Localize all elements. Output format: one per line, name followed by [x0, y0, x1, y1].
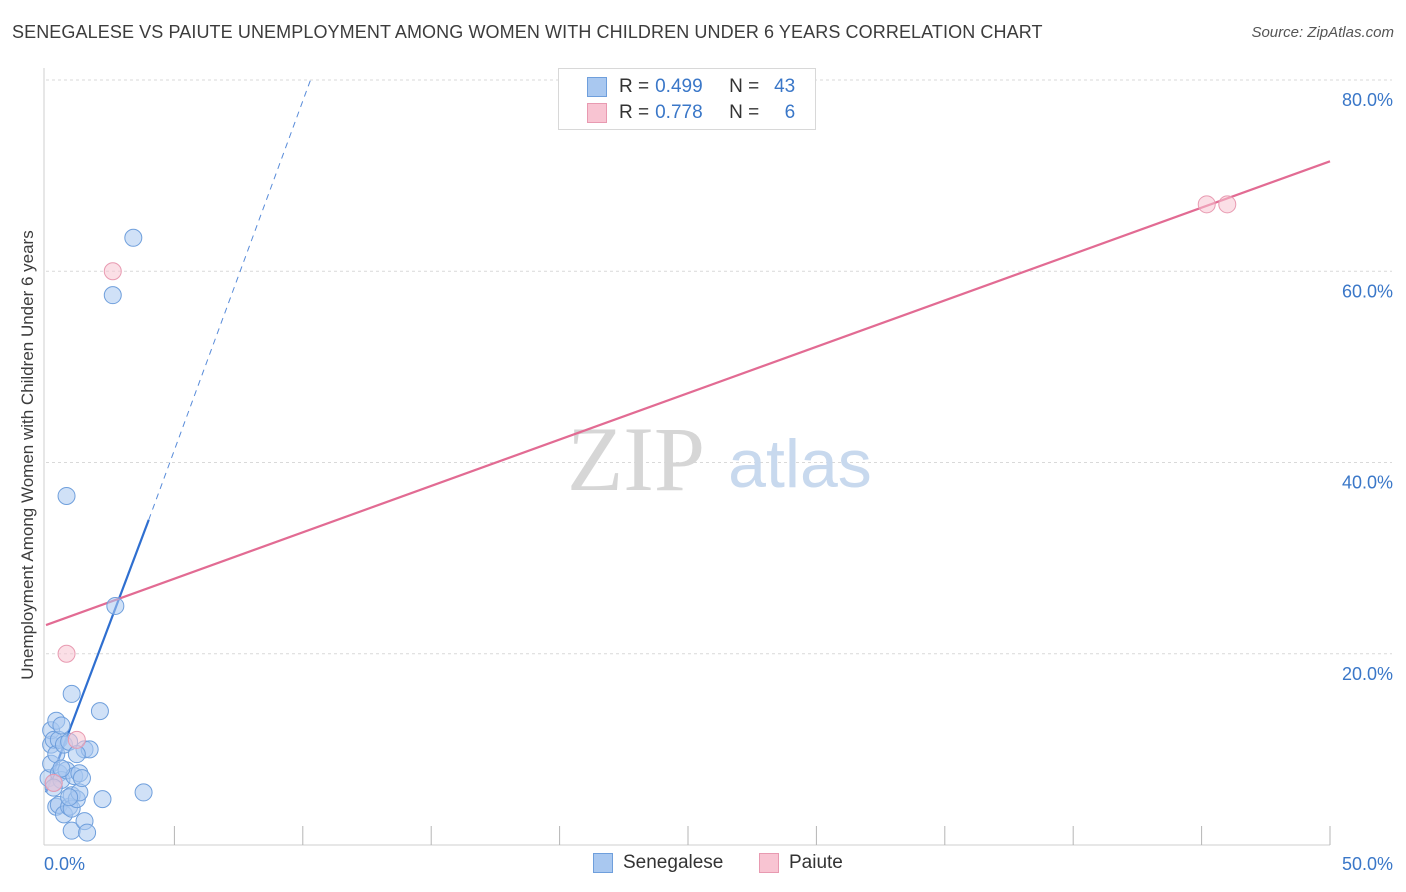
senegalese-point	[52, 759, 71, 778]
paiute-trend-line	[45, 160, 1331, 627]
watermark-atlas: atlas	[728, 426, 872, 502]
senegalese-point	[62, 684, 81, 703]
paiute-point	[44, 773, 63, 792]
paiute-swatch	[587, 103, 607, 123]
legend-r-label: R =	[619, 102, 650, 123]
y-tick-label: 40.0%	[1342, 473, 1393, 493]
senegalese-swatch	[587, 77, 607, 97]
senegalese-point	[60, 788, 79, 807]
source-credit: Source: ZipAtlas.com	[1251, 24, 1394, 41]
legend-n-label: N =	[729, 102, 760, 123]
y-tick-label: 60.0%	[1342, 281, 1393, 301]
paiute-point	[67, 730, 86, 749]
paiute-point	[57, 644, 76, 663]
tick-labels: 20.0% 40.0% 60.0% 80.0% 0.0% 50.0%	[44, 90, 1393, 874]
y-tick-label: 20.0%	[1342, 664, 1393, 684]
paiute-legend-label: Paiute	[789, 852, 843, 873]
senegalese-point	[106, 596, 125, 615]
senegalese-point	[124, 228, 143, 247]
senegalese-legend-swatch	[593, 853, 613, 873]
senegalese-legend-label: Senegalese	[623, 852, 724, 873]
senegalese-point	[93, 790, 112, 809]
senegalese-point	[52, 716, 71, 735]
legend-row-senegalese: R = 0.499 N = 43	[587, 75, 795, 99]
senegalese-point	[90, 702, 109, 721]
legend-row-paiute: R = 0.778 N = 6	[587, 101, 795, 125]
senegalese-point	[72, 769, 91, 788]
legend-item-senegalese: Senegalese	[593, 852, 723, 874]
legend-n-label: N =	[729, 76, 760, 97]
x-tick-label: 0.0%	[44, 854, 85, 874]
watermark: ZIP atlas	[567, 408, 872, 510]
axes	[43, 68, 1331, 846]
paiute-r-value: 0.778	[655, 102, 703, 123]
series-legend: Senegalese Paiute	[0, 852, 1406, 878]
senegalese-point	[78, 823, 97, 842]
legend-item-paiute: Paiute	[759, 852, 843, 874]
watermark-zip: ZIP	[567, 408, 705, 510]
paiute-n-value: 6	[784, 102, 796, 123]
paiute-point	[1218, 195, 1237, 214]
x-tick-label: 50.0%	[1342, 854, 1393, 874]
senegalese-point	[134, 783, 153, 802]
senegalese-point	[57, 486, 76, 505]
senegalese-n-value: 43	[774, 76, 796, 97]
legend-r-label: R =	[619, 76, 650, 97]
senegalese-point	[103, 286, 122, 305]
paiute-point	[103, 262, 122, 281]
chart-title: SENEGALESE VS PAIUTE UNEMPLOYMENT AMONG …	[12, 22, 1043, 42]
paiute-legend-swatch	[759, 853, 779, 873]
senegalese-trend-extension	[148, 79, 311, 521]
paiute-point	[1197, 195, 1216, 214]
correlation-legend: R = 0.499 N = 43 R = 0.778 N = 6	[558, 68, 816, 130]
grid	[46, 79, 1392, 655]
data-points	[39, 195, 1237, 842]
y-tick-label: 80.0%	[1342, 90, 1393, 110]
senegalese-r-value: 0.499	[655, 76, 703, 97]
